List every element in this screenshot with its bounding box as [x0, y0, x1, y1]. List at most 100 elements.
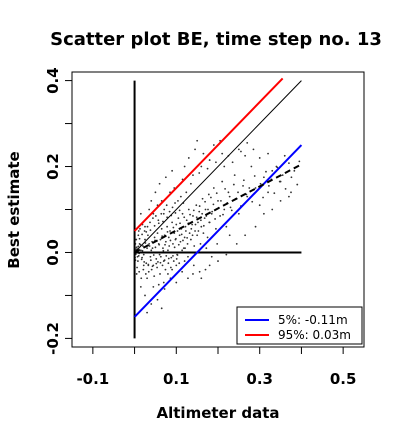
scatter-point	[258, 157, 261, 159]
scatter-point	[168, 245, 171, 247]
scatter-point	[135, 246, 138, 249]
scatter-point	[191, 234, 194, 237]
scatter-point	[208, 221, 211, 224]
scatter-point	[244, 154, 247, 157]
scatter-point	[237, 191, 239, 194]
scatter-point	[186, 236, 189, 239]
scatter-point	[162, 281, 165, 284]
scatter-point	[240, 150, 242, 153]
scatter-point	[143, 230, 146, 232]
scatter-point	[204, 200, 206, 203]
scatter-point	[163, 288, 166, 290]
scatter-point	[198, 205, 201, 207]
scatter-point	[149, 259, 152, 262]
scatter-point	[288, 162, 290, 164]
scatter-point	[195, 204, 198, 207]
scatter-point	[191, 223, 194, 226]
scatter-point	[176, 254, 179, 256]
scatter-point	[179, 195, 182, 198]
scatter-point	[136, 255, 139, 258]
scatter-point	[136, 266, 138, 269]
scatter-point	[184, 225, 187, 228]
legend-box	[236, 306, 363, 345]
scatter-point	[166, 216, 169, 219]
scatter-point	[157, 283, 160, 286]
scatter-point	[210, 196, 212, 199]
scatter-point	[139, 249, 142, 252]
scatter-point	[203, 217, 206, 219]
scatter-point	[177, 243, 180, 246]
scatter-point	[208, 159, 211, 161]
scatter-point	[174, 202, 176, 204]
scatter-point	[206, 236, 209, 239]
scatter-point	[162, 220, 164, 223]
scatter-point	[166, 225, 169, 228]
y-tick-label: 0.0	[44, 239, 62, 266]
scatter-point	[233, 174, 236, 177]
scatter-point	[169, 230, 171, 232]
scatter-point	[172, 260, 175, 262]
scatter-point	[153, 275, 156, 278]
scatter-point	[189, 238, 192, 241]
scatter-point	[187, 277, 189, 280]
scatter-point	[152, 254, 155, 256]
scatter-point	[171, 268, 174, 271]
scatter-point	[146, 311, 148, 314]
scatter-point	[162, 247, 164, 250]
scatter-point	[165, 204, 168, 207]
scatter-point	[281, 174, 284, 177]
scatter-point	[147, 263, 150, 266]
scatter-point	[278, 180, 281, 183]
scatter-point	[164, 240, 167, 243]
scatter-point	[229, 206, 232, 209]
scatter-point	[142, 245, 144, 247]
scatter-point	[198, 172, 201, 174]
scatter-point	[137, 234, 140, 237]
scatter-point	[141, 233, 143, 236]
scatter-point	[253, 175, 256, 177]
scatter-point	[169, 266, 172, 269]
scatter-point	[217, 200, 219, 202]
scatter-point	[179, 222, 181, 225]
scatter-point	[197, 230, 200, 232]
scatter-point	[181, 270, 184, 273]
scatter-point	[210, 255, 213, 258]
scatter-point	[145, 230, 148, 233]
scatter-point	[293, 169, 296, 172]
scatter-point	[174, 212, 177, 214]
scatter-point	[162, 249, 165, 252]
scatter-point	[182, 247, 185, 250]
scatter-point	[145, 262, 148, 265]
scatter-point	[207, 193, 210, 196]
scatter-point	[146, 225, 149, 228]
scatter-point	[246, 195, 249, 198]
scatter-point	[157, 222, 160, 225]
y-tick-label: 0.2	[44, 153, 62, 180]
scatter-point	[164, 176, 167, 179]
scatter-point	[202, 152, 205, 155]
scatter-point	[135, 238, 138, 241]
scatter-point	[143, 261, 146, 263]
scatter-point	[222, 213, 224, 216]
scatter-point	[182, 239, 184, 242]
scatter-point	[194, 223, 197, 226]
scatter-point	[158, 243, 161, 246]
scatter-point	[231, 161, 234, 164]
scatter-point	[169, 239, 172, 242]
scatter-point	[193, 245, 196, 247]
scatter-point	[225, 253, 228, 256]
scatter-point	[242, 184, 244, 187]
scatter-point	[273, 192, 276, 195]
scatter-point	[215, 227, 217, 230]
scatter-point	[159, 261, 162, 264]
scatter-point	[154, 215, 157, 217]
scatter-point	[141, 249, 144, 252]
scatter-point	[141, 256, 143, 259]
scatter-point	[146, 277, 148, 280]
scatter-point	[211, 210, 214, 213]
chart-title: Scatter plot BE, time step no. 13	[50, 29, 382, 50]
scatter-point	[271, 169, 274, 172]
scatter-point	[224, 187, 226, 190]
scatter-point	[157, 261, 159, 263]
